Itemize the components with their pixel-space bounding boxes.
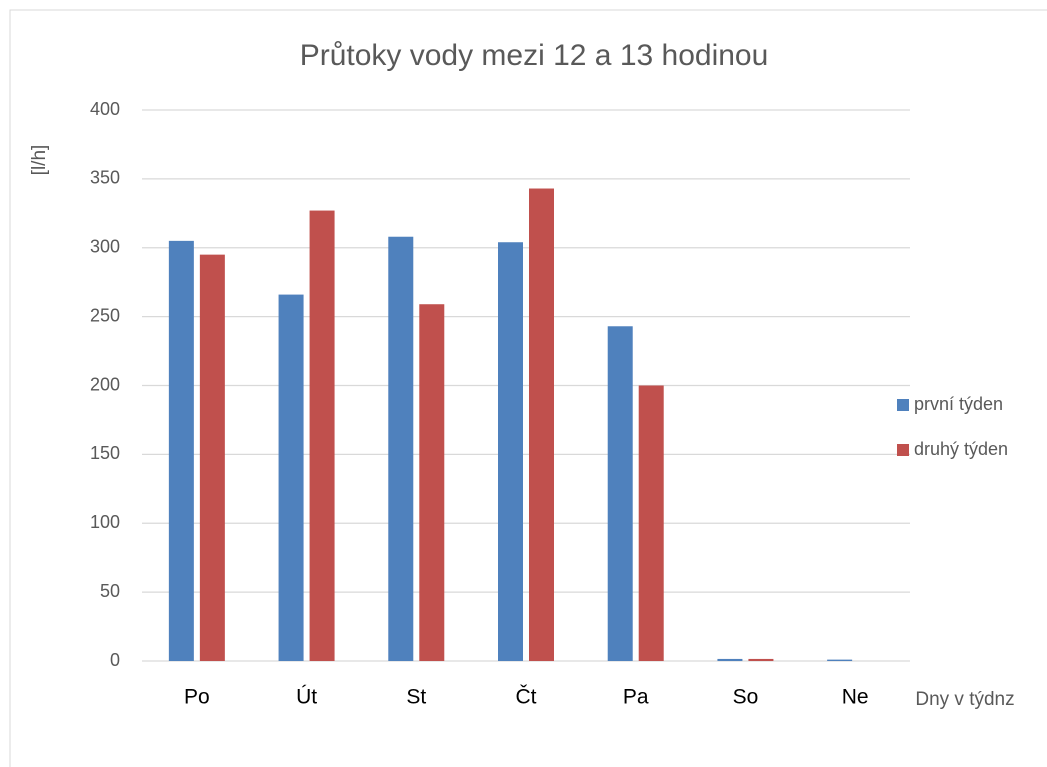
bar (168, 240, 194, 662)
bar (638, 385, 664, 661)
bar (748, 658, 774, 661)
y-tick-label: 250 (90, 305, 120, 325)
bar (498, 242, 523, 662)
legend-label: první týden (914, 394, 1003, 414)
y-tick-label: 150 (90, 443, 120, 463)
bar (419, 304, 445, 661)
legend-label: druhý týden (914, 439, 1008, 459)
x-axis-label: Dny v týdnz (915, 689, 1014, 710)
x-tick-label: St (406, 686, 426, 709)
bar (278, 294, 304, 661)
y-axis-label: [l/h] (29, 145, 50, 176)
chart-frame (9, 9, 1047, 767)
legend-swatch (897, 444, 909, 456)
chart-title: Průtoky vody mezi 12 a 13 hodinou (300, 39, 769, 72)
x-tick-label: So (733, 686, 759, 709)
y-tick-label: 0 (110, 650, 120, 670)
x-tick-label: Pa (623, 686, 649, 709)
bar (827, 659, 853, 661)
bar (309, 210, 335, 661)
x-tick-label: Po (184, 686, 210, 709)
bar (388, 236, 414, 662)
y-tick-label: 50 (100, 581, 120, 601)
bar (607, 326, 633, 661)
y-tick-label: 200 (90, 374, 120, 394)
bar (717, 658, 743, 661)
bar (199, 254, 225, 661)
x-tick-label: Út (296, 686, 317, 709)
legend-swatch (897, 399, 909, 411)
x-tick-label: Čt (516, 686, 537, 709)
bar (529, 188, 554, 661)
y-tick-label: 350 (90, 168, 120, 188)
y-tick-label: 100 (90, 512, 120, 532)
x-tick-label: Ne (842, 686, 869, 709)
y-tick-label: 400 (90, 99, 120, 119)
y-tick-label: 300 (90, 237, 120, 257)
